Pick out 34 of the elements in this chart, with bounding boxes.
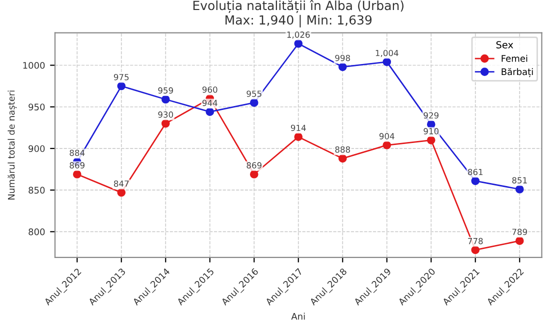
data-label: 789 <box>512 228 527 236</box>
data-label: 869 <box>70 162 84 168</box>
data-label: 944 <box>202 100 218 106</box>
data-label: 888 <box>335 146 350 153</box>
data-label: 975 <box>114 74 129 80</box>
x-axis-title: Ani <box>291 312 305 320</box>
data-label: 910 <box>424 128 439 134</box>
data-label: 959 <box>158 87 173 94</box>
data-label: 847 <box>114 180 129 187</box>
y-tick-label: 1000 <box>23 62 45 69</box>
data-label: 851 <box>512 177 527 184</box>
data-label: 1,004 <box>376 50 398 57</box>
y-tick-label: 850 <box>28 186 45 194</box>
legend-label: Femei <box>502 54 528 62</box>
y-axis-title: Numărul total de nașteri <box>8 90 17 200</box>
legend-title: Sex <box>496 41 514 48</box>
data-label: 861 <box>468 168 483 176</box>
y-tick-label: 800 <box>28 228 45 236</box>
legend-label: Bărbați <box>502 68 533 78</box>
data-label: 904 <box>379 133 394 140</box>
y-tick-label: 950 <box>28 104 45 110</box>
data-label: 955 <box>246 90 262 97</box>
data-label: 778 <box>468 238 483 244</box>
data-label: 960 <box>202 86 218 93</box>
data-label: 998 <box>335 54 350 62</box>
data-label: 914 <box>290 124 306 132</box>
data-label: 1,026 <box>287 32 310 39</box>
data-label: 884 <box>70 150 85 156</box>
chart-title: Evoluția natalității în Alba (Urban) <box>193 0 404 14</box>
y-tick-label: 900 <box>28 145 45 152</box>
chart-subtitle: Max: 1,940 | Min: 1,639 <box>226 14 372 28</box>
data-label: 930 <box>158 111 174 118</box>
data-label: 869 <box>246 162 262 168</box>
data-label: 929 <box>424 112 438 119</box>
